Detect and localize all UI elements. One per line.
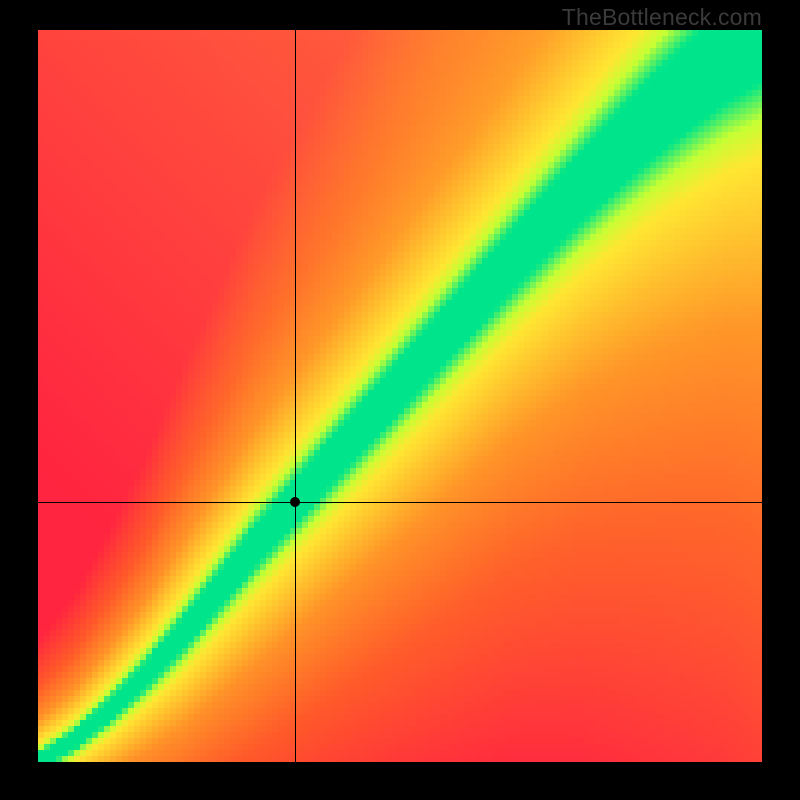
crosshair-horizontal (38, 502, 762, 503)
chart-container: TheBottleneck.com (0, 0, 800, 800)
bottleneck-heatmap (38, 30, 762, 762)
crosshair-vertical (295, 30, 296, 762)
watermark-text: TheBottleneck.com (562, 4, 762, 31)
